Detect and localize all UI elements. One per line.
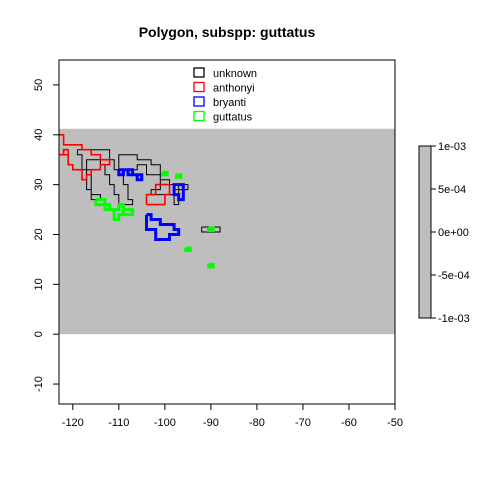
y-tick-label: 30 xyxy=(33,179,45,191)
legend-label-unknown: unknown xyxy=(213,68,257,80)
chart-title: Polygon, subspp: guttatus xyxy=(139,24,316,40)
x-tick-label: -80 xyxy=(249,417,265,429)
series-guttatus-polygon-6 xyxy=(207,262,215,269)
series-bryanti-polygon-0 xyxy=(117,168,144,182)
legend: unknown anthonyi bryanti guttatus xyxy=(193,67,257,124)
colorbar: 1e-03 5e-04 0e+00 -5e-04 -1e-03 xyxy=(418,141,470,325)
legend-label-guttatus: guttatus xyxy=(213,112,253,124)
series-anthonyi xyxy=(59,134,171,206)
series-anthonyi-polygon-1 xyxy=(145,183,171,206)
x-tick-label: -60 xyxy=(341,417,357,429)
series-guttatus-polygon-3 xyxy=(174,173,183,179)
legend-swatch-unknown xyxy=(193,67,205,78)
colorbar-bar xyxy=(418,145,432,319)
series-anthonyi-polygon-0 xyxy=(59,134,111,181)
x-tick-label: -100 xyxy=(154,417,176,429)
series-guttatus-polygon-4 xyxy=(207,226,215,232)
series-bryanti-polygon-2 xyxy=(172,183,185,202)
axes: -120 -110 -100 -90 -80 -70 -60 -50-100102030405… xyxy=(33,59,403,429)
colorbar-tick-label: -5e-04 xyxy=(438,270,470,282)
y-tick-label: -10 xyxy=(33,376,45,392)
y-tick-label: 0 xyxy=(33,331,45,337)
colorbar-tick-label: -1e-03 xyxy=(438,313,470,325)
series-guttatus-polygon-1 xyxy=(121,208,135,217)
raster-fill xyxy=(59,128,395,335)
x-tick-label: -110 xyxy=(108,417,129,429)
legend-label-bryanti: bryanti xyxy=(213,97,246,109)
y-tick-label: 50 xyxy=(33,79,45,91)
y-tick-label: 10 xyxy=(33,278,45,290)
plot-area xyxy=(59,128,395,335)
legend-swatch-guttatus xyxy=(193,110,205,122)
y-tick-label: 20 xyxy=(33,228,45,240)
series-guttatus xyxy=(94,170,215,269)
series-bryanti xyxy=(117,168,185,241)
y-tick-label: 40 xyxy=(33,129,45,141)
x-tick-label: -70 xyxy=(295,417,311,429)
series-guttatus-polygon-5 xyxy=(184,246,192,252)
series-unknown-polygon-0 xyxy=(76,149,189,206)
x-tick-label: -50 xyxy=(387,417,403,429)
plot-frame xyxy=(58,59,396,405)
colorbar-tick-label: 5e-04 xyxy=(438,184,466,196)
series-bryanti-polygon-1 xyxy=(145,213,181,241)
series-guttatus-polygon-2 xyxy=(161,170,169,177)
legend-swatch-anthonyi xyxy=(193,81,205,93)
legend-label-anthonyi: anthonyi xyxy=(213,83,255,95)
colorbar-tick-label: 1e-03 xyxy=(438,141,466,153)
x-tick-label: -120 xyxy=(62,417,84,429)
colorbar-tick-label: 0e+00 xyxy=(438,227,469,239)
legend-swatch-bryanti xyxy=(193,96,205,107)
x-tick-label: -90 xyxy=(203,417,219,429)
